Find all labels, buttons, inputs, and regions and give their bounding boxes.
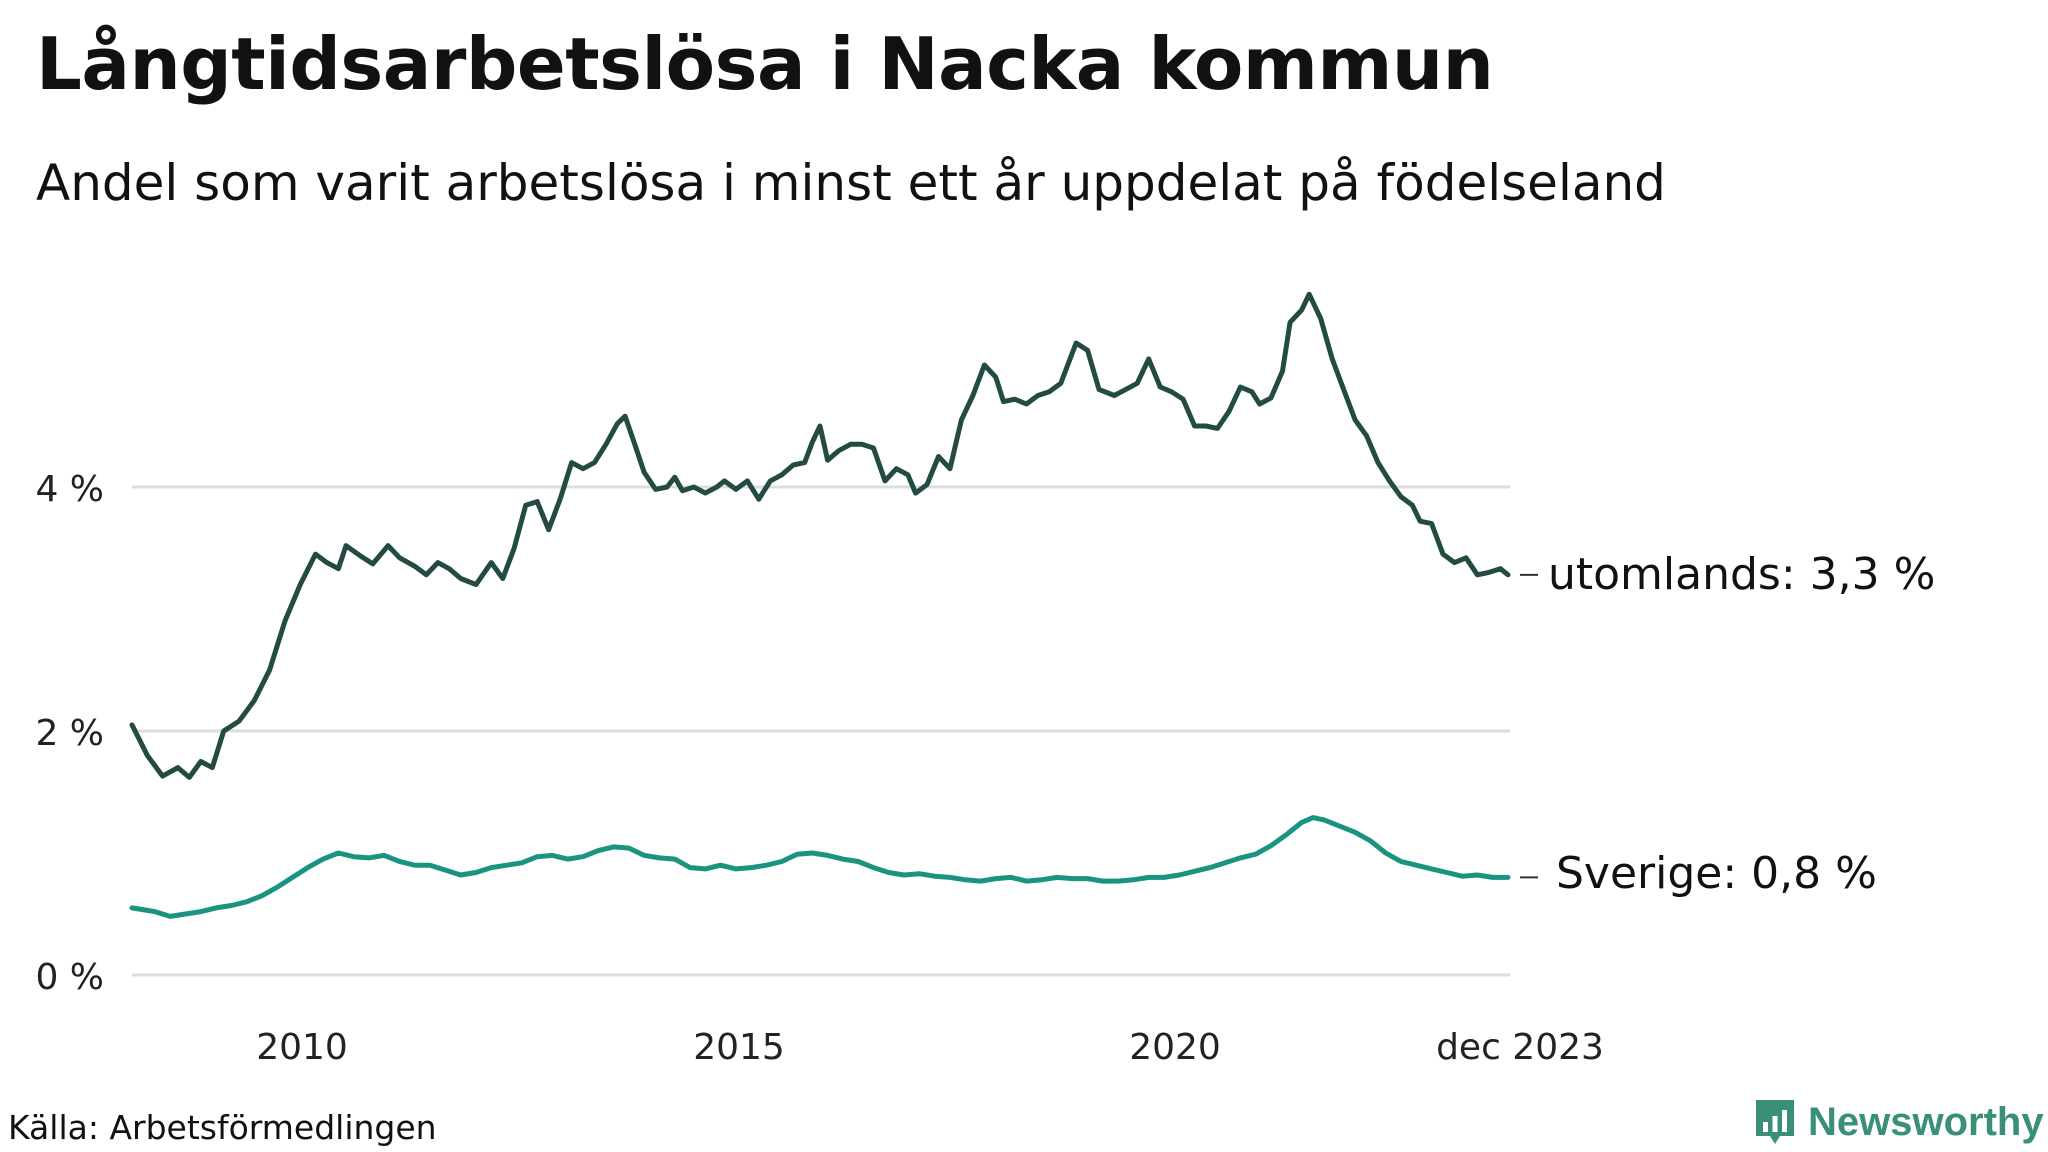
x-tick-label: 2015 [693,1027,785,1068]
y-tick-label: 0 % [35,957,104,998]
chart-subtitle: Andel som varit arbetslösa i minst ett å… [36,154,1666,212]
series-line-utomlands [129,291,1511,780]
series-line-sverige [129,815,1511,919]
x-tick-label: 2020 [1129,1027,1221,1068]
x-tick-label: 2010 [256,1027,348,1068]
y-tick-label: 2 % [35,713,104,754]
end-label-utomlands: utomlands: 3,3 % [1548,549,1935,600]
brand-logo: Newsworthy [1754,1098,2044,1146]
chart-title: Långtidsarbetslösa i Nacka kommun [36,22,1494,106]
y-tick-label: 4 % [35,469,104,510]
source-note: Källa: Arbetsförmedlingen [8,1108,437,1147]
bar-chart-icon [1756,1100,1794,1144]
x-tick-label: dec 2023 [1436,1027,1604,1068]
brand-name: Newsworthy [1808,1099,2044,1144]
end-label-sverige: Sverige: 0,8 % [1556,848,1877,899]
